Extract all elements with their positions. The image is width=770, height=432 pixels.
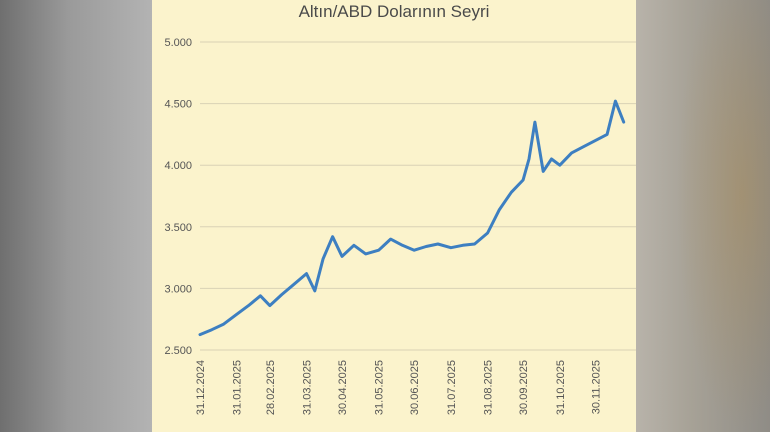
x-tick-label: 31.03.2025 <box>302 360 314 415</box>
line-chart: 2.500 3.000 3.500 4.000 4.500 5.000 31.12.202… <box>164 37 636 415</box>
x-tick-label: 30.09.2025 <box>518 360 530 415</box>
y-tick-label: 2.500 <box>164 345 192 357</box>
y-tick-label: 4.500 <box>164 99 192 111</box>
chart-panel: Altın/ABD Dolarının Seyri 2.500 3.000 3.50… <box>152 0 636 432</box>
x-tick-label: 31.12.2024 <box>195 360 207 415</box>
x-tick-label: 31.05.2025 <box>374 360 386 415</box>
background-right <box>636 0 770 432</box>
y-tick-label: 5.000 <box>164 37 192 49</box>
background-left <box>0 0 152 432</box>
chart-title: Altın/ABD Dolarının Seyri <box>298 2 490 21</box>
y-tick-label: 4.000 <box>164 160 192 172</box>
y-tick-label: 3.000 <box>164 283 192 295</box>
x-tick-label: 28.02.2025 <box>265 360 277 415</box>
x-tick-label: 31.01.2025 <box>232 360 244 415</box>
series-line <box>198 99 626 337</box>
x-tick-label: 31.08.2025 <box>483 360 495 415</box>
y-tick-label: 3.500 <box>164 222 192 234</box>
x-tick-label: 30.11.2025 <box>590 360 602 414</box>
x-tick-label: 31.07.2025 <box>446 360 458 415</box>
x-tick-label: 30.04.2025 <box>337 360 349 415</box>
x-tick-label: 31.10.2025 <box>555 360 567 415</box>
x-tick-label: 30.06.2025 <box>409 360 421 415</box>
